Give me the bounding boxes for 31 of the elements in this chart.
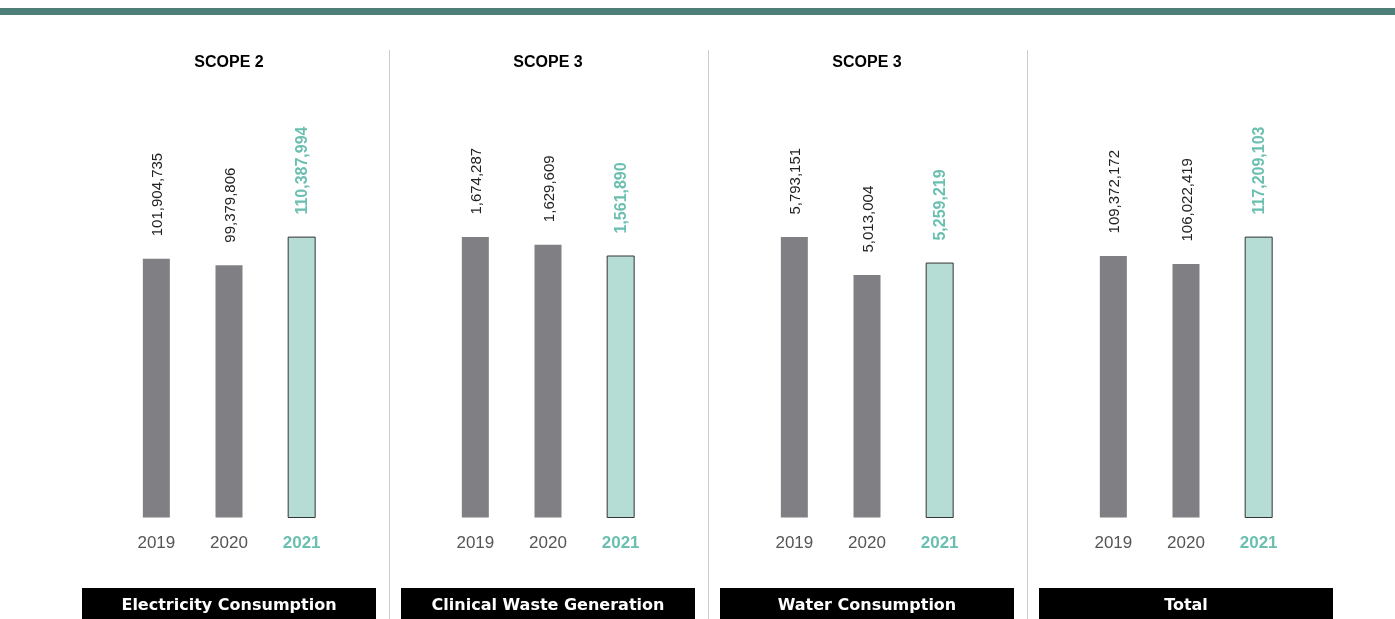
x-tick-label: 2020	[1167, 533, 1205, 552]
x-tick-label: 2020	[848, 533, 886, 552]
x-tick-label: 2020	[210, 533, 248, 552]
data-label: 109,372,172	[1104, 150, 1122, 234]
x-tick-label: 2021	[601, 533, 640, 552]
x-tick-label: 2020	[529, 533, 567, 552]
data-label: 99,379,806	[220, 167, 238, 243]
x-tick-label: 2021	[1239, 533, 1278, 552]
chart-title: SCOPE 3	[832, 52, 902, 70]
data-label: 5,793,151	[785, 147, 803, 215]
x-tick-label: 2019	[137, 533, 176, 552]
x-tick-label: 2019	[456, 533, 495, 552]
x-tick-label: 2021	[920, 533, 959, 552]
x-tick-label: 2021	[282, 533, 321, 552]
x-tick-label: 2019	[775, 533, 814, 552]
data-label: 5,013,004	[858, 185, 876, 253]
data-label: 1,674,287	[466, 147, 484, 215]
x-axis-title: Clinical Waste Generation	[401, 588, 695, 619]
x-tick-label: 2019	[1094, 533, 1133, 552]
data-label: 101,904,735	[147, 152, 165, 237]
data-label: 1,561,890	[612, 162, 630, 234]
data-label: 117,209,103	[1250, 126, 1268, 215]
data-label: 110,387,994	[293, 126, 311, 215]
data-label: 1,629,609	[539, 155, 557, 223]
chart-title: SCOPE 2	[194, 52, 264, 70]
chart-title: SCOPE 3	[513, 52, 583, 70]
x-axis-title: Electricity Consumption	[82, 588, 376, 619]
x-axis-title: Water Consumption	[720, 588, 1014, 619]
data-label: 5,259,219	[931, 169, 949, 241]
x-axis-title: Total	[1039, 588, 1333, 619]
data-label: 106,022,419	[1177, 158, 1195, 242]
